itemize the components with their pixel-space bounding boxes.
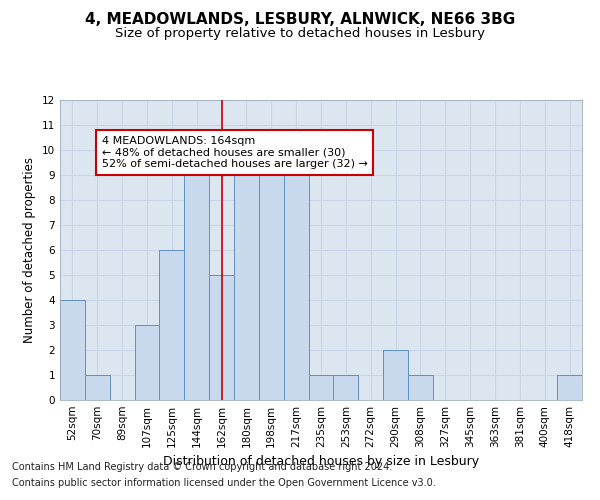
Bar: [408, 375, 433, 400]
Text: Contains HM Land Registry data © Crown copyright and database right 2024.: Contains HM Land Registry data © Crown c…: [12, 462, 392, 472]
Bar: [234, 175, 259, 400]
Bar: [383, 350, 408, 400]
Text: 4, MEADOWLANDS, LESBURY, ALNWICK, NE66 3BG: 4, MEADOWLANDS, LESBURY, ALNWICK, NE66 3…: [85, 12, 515, 28]
Y-axis label: Number of detached properties: Number of detached properties: [23, 157, 37, 343]
Text: Size of property relative to detached houses in Lesbury: Size of property relative to detached ho…: [115, 28, 485, 40]
X-axis label: Distribution of detached houses by size in Lesbury: Distribution of detached houses by size …: [163, 456, 479, 468]
Bar: [557, 375, 582, 400]
Bar: [60, 300, 85, 400]
Text: Contains public sector information licensed under the Open Government Licence v3: Contains public sector information licen…: [12, 478, 436, 488]
Bar: [308, 375, 334, 400]
Bar: [85, 375, 110, 400]
Bar: [209, 275, 234, 400]
Bar: [259, 150, 284, 400]
Bar: [284, 150, 308, 400]
Bar: [184, 175, 209, 400]
Bar: [334, 375, 358, 400]
Bar: [160, 250, 184, 400]
Text: 4 MEADOWLANDS: 164sqm
← 48% of detached houses are smaller (30)
52% of semi-deta: 4 MEADOWLANDS: 164sqm ← 48% of detached …: [102, 136, 368, 169]
Bar: [134, 325, 160, 400]
